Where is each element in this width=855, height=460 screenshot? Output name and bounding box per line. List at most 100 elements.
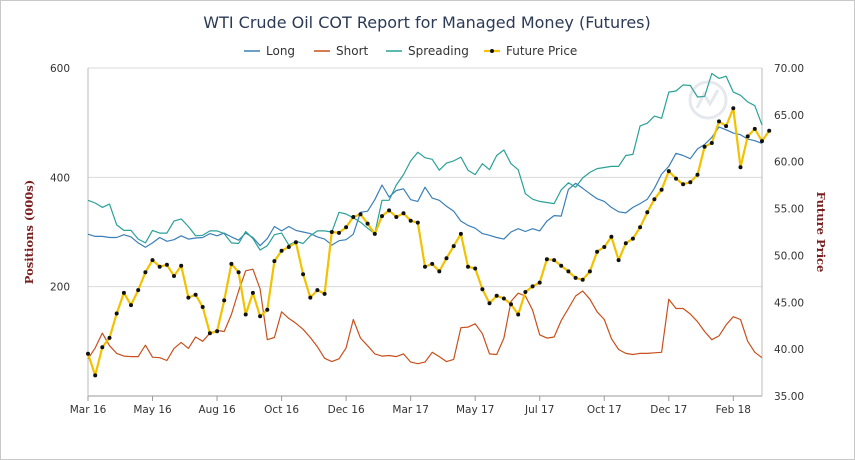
- price-point: [494, 293, 499, 298]
- price-point: [623, 241, 628, 246]
- price-point: [444, 256, 449, 261]
- price-point: [702, 144, 707, 149]
- legend-label: Future Price: [506, 44, 577, 58]
- price-point: [681, 182, 686, 187]
- price-point: [573, 275, 578, 280]
- price-point: [250, 290, 255, 295]
- x-tick-label: Jul 17: [524, 404, 554, 416]
- price-point: [480, 287, 485, 292]
- x-tick-label: Dec 17: [650, 404, 687, 416]
- price-point: [329, 230, 334, 234]
- price-point: [423, 264, 427, 269]
- price-point: [207, 331, 212, 336]
- price-point: [200, 305, 205, 309]
- price-point: [222, 298, 227, 303]
- series-line-spreading: [87, 72, 763, 251]
- price-point: [602, 245, 607, 249]
- right-tick-label: 35.00: [774, 391, 804, 403]
- price-point: [172, 274, 176, 278]
- watermark-mark: [695, 89, 720, 109]
- price-point: [344, 225, 349, 230]
- legend-item-spreading[interactable]: Spreading: [386, 44, 469, 58]
- price-point: [767, 128, 772, 133]
- x-tick-label: Oct 16: [264, 404, 299, 416]
- price-point: [566, 269, 571, 274]
- right-axis-title: Future Price: [814, 192, 828, 273]
- price-point: [93, 373, 98, 378]
- legend-item-future-price[interactable]: Future Price: [484, 44, 577, 58]
- price-point: [121, 290, 126, 295]
- price-point: [466, 264, 470, 269]
- x-tick-label: Aug 16: [198, 404, 236, 416]
- left-tick-label: 200: [50, 282, 70, 294]
- price-point: [645, 210, 650, 215]
- right-tick-label: 60.00: [774, 157, 804, 169]
- price-point: [724, 124, 729, 129]
- price-point: [451, 244, 456, 249]
- price-point: [236, 270, 241, 275]
- price-point: [243, 312, 248, 317]
- price-point: [286, 245, 291, 249]
- price-point: [516, 312, 521, 317]
- watermark-ring: [688, 80, 728, 120]
- price-point: [293, 240, 298, 245]
- price-point: [530, 284, 535, 289]
- price-point: [136, 288, 141, 293]
- price-point: [143, 270, 148, 275]
- x-tick-label: Oct 17: [587, 404, 622, 416]
- price-point: [630, 236, 635, 241]
- legend-marker: [490, 49, 494, 53]
- price-point: [731, 106, 736, 111]
- price-point: [659, 187, 664, 192]
- price-point: [437, 269, 442, 274]
- price-point: [258, 314, 263, 319]
- right-tick-label: 70.00: [774, 63, 804, 75]
- price-point: [279, 248, 284, 253]
- left-tick-label: 400: [50, 172, 70, 184]
- price-point: [265, 307, 270, 312]
- right-tick-label: 45.00: [774, 297, 804, 309]
- price-point: [337, 230, 341, 235]
- price-point: [501, 296, 506, 301]
- price-point: [100, 345, 105, 350]
- price-point: [616, 258, 621, 263]
- price-point: [509, 302, 513, 307]
- price-point: [157, 264, 162, 269]
- price-point: [652, 197, 657, 202]
- price-point: [717, 119, 721, 124]
- price-point: [760, 139, 764, 144]
- x-tick-label: May 16: [133, 404, 172, 416]
- legend-label: Long: [266, 44, 295, 58]
- watermark-icon: [688, 80, 728, 120]
- legend-item-long[interactable]: Long: [244, 44, 295, 58]
- price-point: [609, 234, 614, 239]
- price-point: [372, 231, 377, 236]
- price-point: [458, 231, 463, 236]
- price-point: [186, 295, 191, 300]
- right-tick-label: 50.00: [774, 250, 804, 262]
- legend-item-short[interactable]: Short: [314, 44, 368, 58]
- series-layer: [86, 72, 772, 378]
- grid-lines: [88, 67, 762, 288]
- price-point: [688, 180, 693, 185]
- x-tick-label: Feb 18: [716, 404, 751, 416]
- price-point: [415, 220, 420, 225]
- price-point: [365, 221, 370, 226]
- price-point: [580, 277, 585, 282]
- price-point: [107, 335, 112, 340]
- price-point: [387, 208, 392, 213]
- right-tick-label: 40.00: [774, 344, 804, 356]
- series-line-short: [87, 268, 763, 365]
- price-point: [401, 211, 406, 216]
- price-point: [193, 292, 198, 297]
- x-tick-label: Mar 17: [392, 404, 429, 416]
- price-point: [308, 295, 313, 300]
- price-point: [473, 266, 478, 271]
- axes: 200 400 600 35.00 40.00 45.00 50.00 55.00 60.00 6…: [50, 63, 804, 416]
- price-point: [552, 258, 557, 263]
- price-point: [358, 212, 363, 217]
- price-point: [86, 351, 90, 356]
- right-tick-label: 55.00: [774, 204, 804, 216]
